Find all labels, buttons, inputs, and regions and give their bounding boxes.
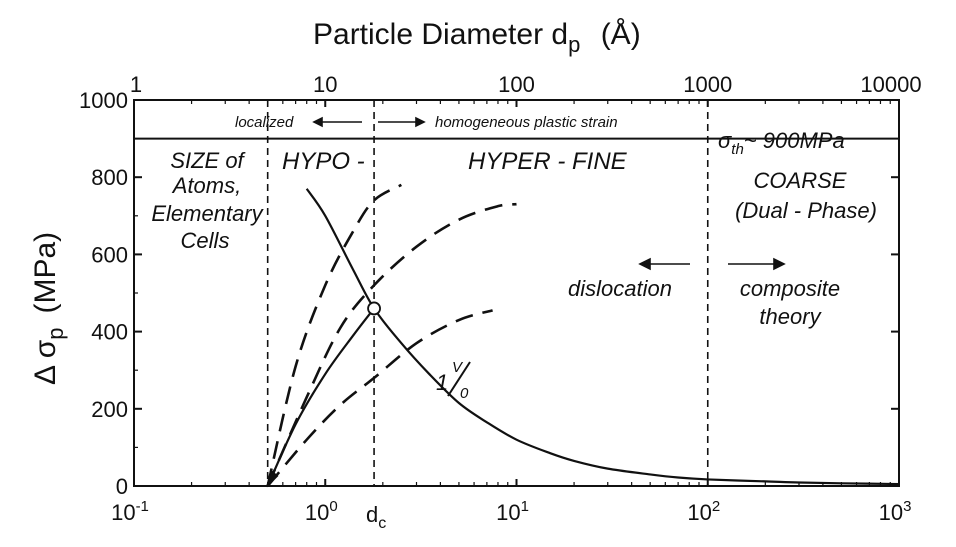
- annotation-dislocation: dislocation: [568, 276, 672, 301]
- y-tick-label: 200: [91, 397, 128, 422]
- origin-arrowhead: [266, 469, 279, 488]
- bottom-tick-label: 101: [496, 498, 529, 525]
- series-group: [266, 183, 900, 488]
- solid-rise-curve: [266, 307, 375, 487]
- top-tick-label: 10000: [860, 72, 921, 97]
- bottom-tick-label: 103: [879, 498, 912, 525]
- annotation-composite: composite: [740, 276, 840, 301]
- bottom-tick-label: 10-1: [111, 498, 149, 525]
- annotation-inv-den: 0: [460, 385, 469, 402]
- dc-label: dc: [366, 502, 386, 532]
- annotation-atoms: Atoms,: [171, 173, 241, 198]
- chart-title: Particle Diameter dp (Å): [313, 18, 641, 57]
- annotation-elementary: Elementary: [151, 201, 264, 226]
- arrow-right-icon: [378, 116, 426, 128]
- y-tick-label: 400: [91, 320, 128, 345]
- fraction-slash: [447, 361, 471, 397]
- vertical-markers: [134, 100, 899, 486]
- axis-ticks: [133, 99, 900, 487]
- dashed-curve: [266, 202, 517, 487]
- bottom-tick-label: 100: [305, 498, 338, 525]
- annotation-hyper: HYPER - FINE: [468, 148, 628, 175]
- annotation-cells: Cells: [181, 228, 230, 253]
- annotation-localized: localized: [235, 114, 294, 131]
- y-tick-label: 800: [91, 165, 128, 190]
- annotation-size: SIZE of: [170, 148, 246, 173]
- annotation-coarse: COARSE: [754, 168, 847, 193]
- intersection-circle: [367, 301, 381, 316]
- annotation-inv-num: V: [452, 359, 464, 376]
- top-tick-label: 10: [313, 72, 337, 97]
- annotation-dual-phase: (Dual - Phase): [735, 198, 877, 223]
- annotation-threshold: σth~ 900MPa: [718, 128, 845, 158]
- top-tick-label: 100: [498, 72, 535, 97]
- y-tick-label: 0: [116, 474, 128, 499]
- annotation-hypo: HYPO -: [282, 148, 365, 175]
- y-axis-label-text: Δ σp(MPa): [29, 232, 68, 385]
- bottom-tick-label: 102: [687, 498, 720, 525]
- annotation-homogeneous: homogeneous plastic strain: [435, 114, 618, 131]
- inverse-curve: [305, 188, 900, 486]
- arrow-left-icon: [638, 257, 690, 271]
- y-axis-label: Δ σp(MPa): [29, 232, 68, 385]
- dashed-curve: [266, 309, 493, 487]
- y-tick-label: 600: [91, 242, 128, 267]
- arrow-right-icon: [728, 257, 786, 271]
- annotations: localized homogeneous plastic strain SIZE …: [151, 114, 877, 402]
- annotation-inv-one: 1: [436, 370, 448, 395]
- top-tick-label: 1: [130, 72, 142, 97]
- arrow-left-icon: [312, 116, 362, 128]
- top-tick-label: 1000: [683, 72, 732, 97]
- annotation-theory: theory: [759, 304, 822, 329]
- y-tick-label: 1000: [79, 88, 128, 113]
